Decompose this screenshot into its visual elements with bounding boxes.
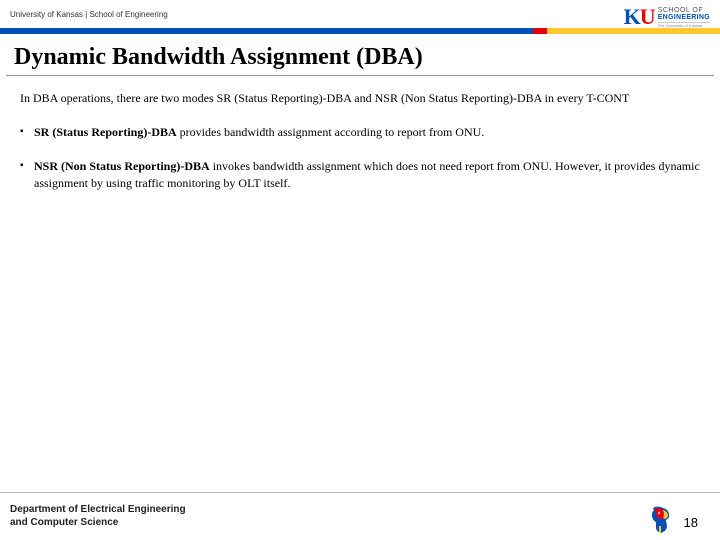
stripe-red: [533, 28, 547, 34]
jayhawk-icon: [648, 506, 672, 534]
slide-content: In DBA operations, there are two modes S…: [0, 76, 720, 191]
department-name: Department of Electrical Engineering and…: [10, 503, 710, 529]
ku-mark-icon: KU: [624, 4, 655, 30]
page-number: 18: [684, 515, 698, 530]
header-stripe: [0, 28, 720, 34]
stripe-yellow: [547, 28, 720, 34]
bullet-icon: ▪: [20, 158, 34, 190]
breadcrumb: University of Kansas | School of Enginee…: [10, 10, 168, 19]
intro-paragraph: In DBA operations, there are two modes S…: [20, 90, 700, 106]
slide-footer: Department of Electrical Engineering and…: [0, 492, 720, 540]
stripe-blue: [0, 28, 533, 34]
slide-header: University of Kansas | School of Enginee…: [0, 0, 720, 38]
ku-logo: KU SCHOOL OF ENGINEERING The University …: [624, 4, 710, 30]
list-item: ▪ NSR (Non Status Reporting)-DBA invokes…: [20, 158, 700, 190]
page-title: Dynamic Bandwidth Assignment (DBA): [6, 38, 714, 76]
bullet-text: NSR (Non Status Reporting)-DBA invokes b…: [34, 158, 700, 190]
bullet-text: SR (Status Reporting)-DBA provides bandw…: [34, 124, 700, 140]
bullet-icon: ▪: [20, 124, 34, 140]
list-item: ▪ SR (Status Reporting)-DBA provides ban…: [20, 124, 700, 140]
logo-text: SCHOOL OF ENGINEERING The University of …: [658, 7, 710, 28]
